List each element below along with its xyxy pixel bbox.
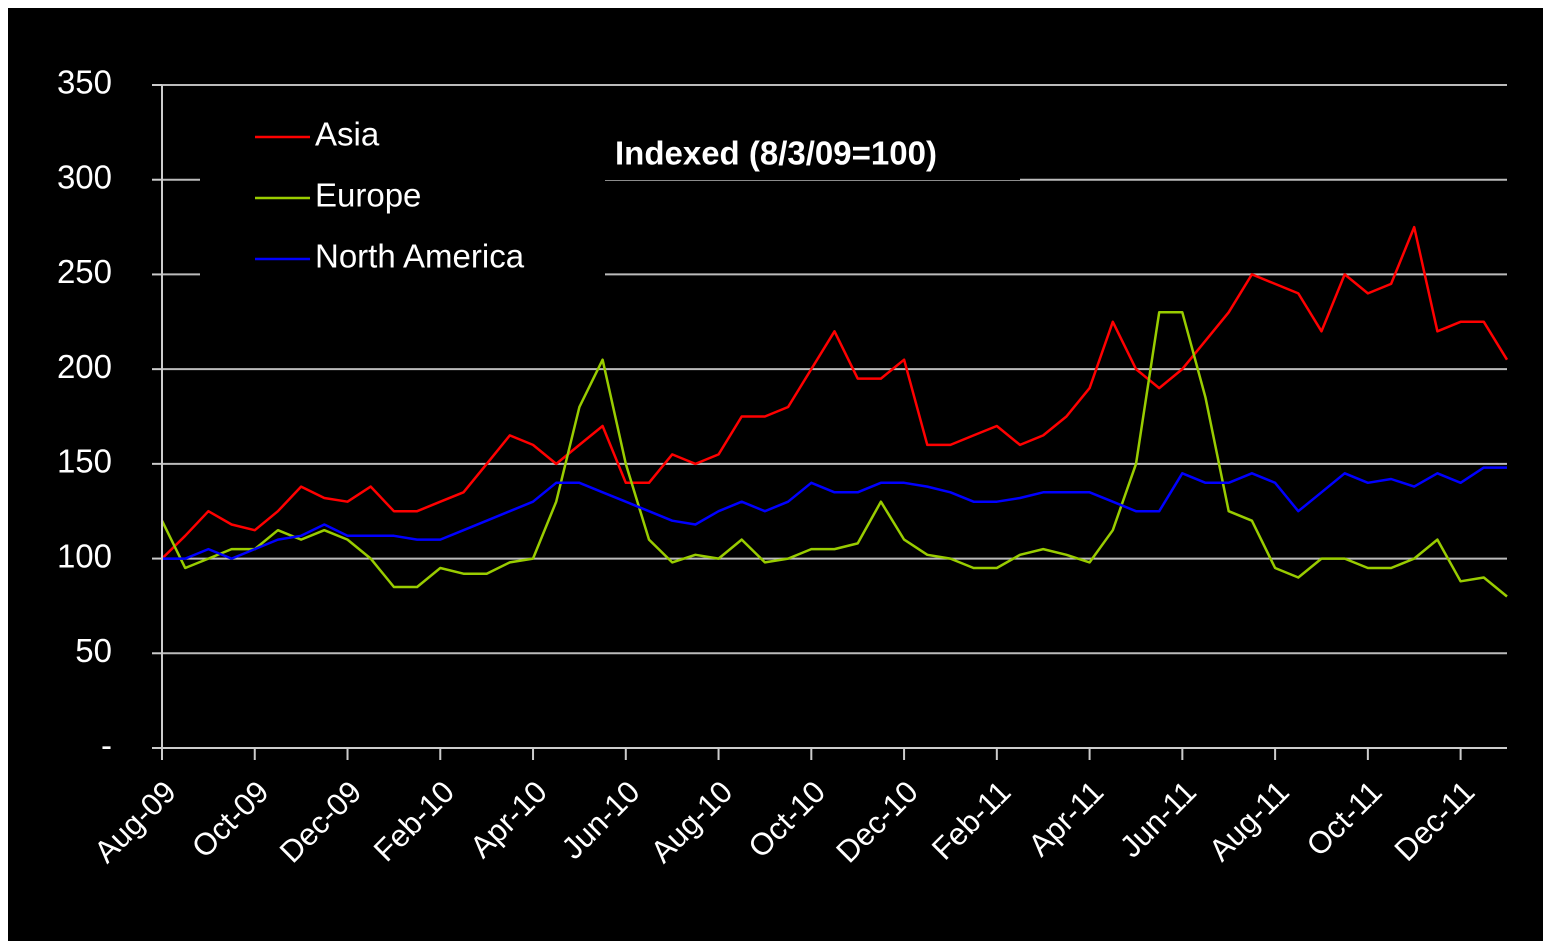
chart-title: Indexed (8/3/09=100) bbox=[615, 135, 937, 172]
lines bbox=[160, 225, 1509, 598]
series-line bbox=[161, 225, 1509, 560]
series-line bbox=[162, 466, 1507, 560]
y-tick-label: 300 bbox=[57, 158, 112, 195]
legend-label: Europe bbox=[315, 177, 421, 214]
y-tick-label: 350 bbox=[57, 64, 112, 101]
title-box bbox=[605, 130, 1020, 180]
y-tick-label: 150 bbox=[57, 443, 112, 480]
legend-label: Asia bbox=[315, 116, 380, 153]
y-tick-label: 200 bbox=[57, 348, 112, 385]
y-tick-label: - bbox=[101, 727, 112, 764]
legend-box bbox=[200, 112, 605, 292]
y-tick-label: 50 bbox=[75, 632, 112, 669]
series-line bbox=[160, 311, 1508, 598]
y-tick-label: 250 bbox=[57, 253, 112, 290]
legend-label: North America bbox=[315, 238, 525, 275]
y-tick-label: 100 bbox=[57, 537, 112, 574]
